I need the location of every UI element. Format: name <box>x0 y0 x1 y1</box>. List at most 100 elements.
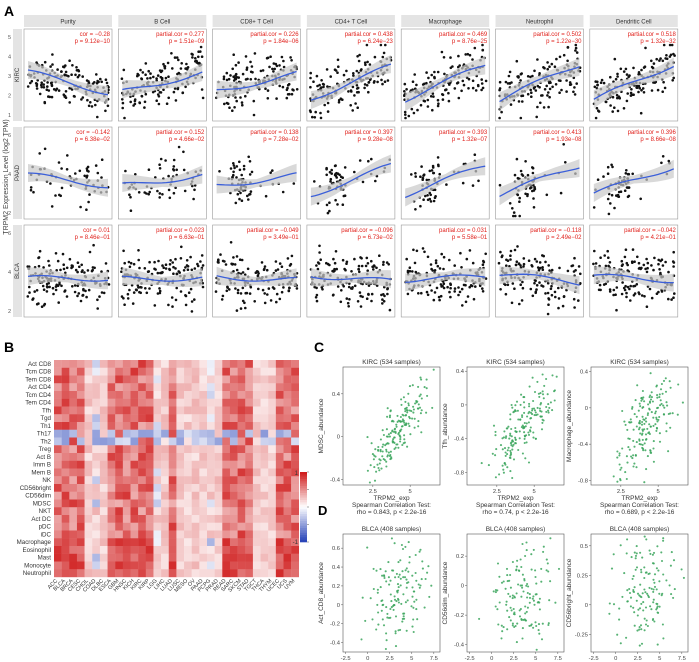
scatter-point <box>319 111 322 115</box>
scatter-point <box>526 193 529 196</box>
scatter-point <box>520 565 523 569</box>
heatmap-cell <box>84 460 93 469</box>
scatter-point <box>568 83 572 86</box>
scatter-point <box>386 455 389 458</box>
scatter-point <box>631 261 634 265</box>
scatter-point <box>510 444 513 447</box>
scatter-point <box>505 603 508 606</box>
scatter-point <box>426 105 430 108</box>
heatmap-cell <box>161 398 169 407</box>
scatter-point <box>371 618 374 621</box>
scatter-point <box>610 193 614 197</box>
scatter-point <box>328 170 332 174</box>
scatter-point <box>667 159 671 163</box>
heatmap-row-label: Monocyte <box>24 562 51 569</box>
scatter-point <box>534 621 537 624</box>
heatmap-cell <box>229 553 238 562</box>
correlation-label: partial.cor = 0.138 <box>250 130 299 136</box>
scatter-point <box>641 592 644 595</box>
scatter-point <box>502 580 505 583</box>
heatmap-cell <box>61 367 70 376</box>
scatter-point <box>523 406 526 409</box>
scatter-point <box>106 104 110 108</box>
scatter-point <box>120 295 124 298</box>
heatmap-cell <box>237 499 246 508</box>
heatmap-cell <box>61 445 70 454</box>
scatter-point <box>534 569 537 572</box>
heatmap-cell <box>115 445 124 454</box>
heatmap-cell <box>207 569 215 578</box>
scatter-point <box>350 90 353 93</box>
heatmap-cell <box>153 491 162 500</box>
scatter-point <box>642 609 645 612</box>
heatmap-row-label: iDC <box>41 531 52 538</box>
scatter-point <box>499 288 502 291</box>
scatter-point <box>405 578 408 581</box>
heatmap-cell <box>260 445 269 454</box>
scatter-point <box>455 82 459 85</box>
heatmap-cell <box>153 484 162 492</box>
scatter-point <box>415 579 418 582</box>
heatmap-cell <box>84 553 93 562</box>
scatter-point <box>505 435 508 438</box>
heatmap-cell <box>92 530 101 539</box>
heatmap-cell <box>115 499 124 508</box>
scatter-point <box>75 66 78 69</box>
heatmap-cell <box>275 476 284 485</box>
column-header: CD4+ T Cell <box>335 20 368 26</box>
scatter-point <box>403 423 406 426</box>
scatter-point <box>632 284 635 288</box>
scatter-point <box>238 197 241 201</box>
heatmap-cell <box>107 515 116 523</box>
heatmap-cell <box>237 460 246 469</box>
scatter-point <box>157 259 160 263</box>
scatter-point <box>389 458 392 461</box>
scatter-point <box>572 297 576 301</box>
scatter-point <box>656 88 660 92</box>
scatter-point <box>540 428 544 431</box>
scatter-point <box>172 158 176 162</box>
heatmap-cell <box>54 445 62 454</box>
heatmap-cell <box>122 515 131 523</box>
heatmap-cell <box>291 360 299 368</box>
heatmap-cell <box>153 367 162 376</box>
scatter-point <box>561 304 565 308</box>
scatter-point <box>401 420 404 423</box>
scatter-point <box>380 293 383 297</box>
scatter-point <box>540 638 544 641</box>
x-tick-label: 0 <box>614 656 617 662</box>
scatter-point <box>638 402 641 405</box>
heatmap-cell <box>153 522 162 531</box>
scatter-point <box>255 270 259 273</box>
heatmap-cell <box>176 507 185 516</box>
scatter-point <box>626 285 630 289</box>
scatter-point <box>647 403 650 406</box>
scatter-point <box>494 605 497 608</box>
heatmap-cell <box>229 383 238 392</box>
scatter-point <box>659 57 662 60</box>
heatmap-cell <box>99 429 108 438</box>
scatter-point <box>234 72 238 76</box>
scatter-point <box>32 297 35 300</box>
scatter-point <box>511 597 514 600</box>
heatmap-cell <box>191 398 200 407</box>
scatter-point <box>640 294 644 297</box>
scatter-point <box>646 624 649 628</box>
correlation-label: cor = −0.28 <box>80 32 111 38</box>
scatter-point <box>652 424 655 427</box>
scatter-point <box>128 265 132 269</box>
scatter-point <box>642 91 646 94</box>
scatter-point <box>100 291 104 294</box>
heatmap-cell <box>275 414 284 423</box>
scatter-point <box>507 592 510 595</box>
heatmap-cell <box>222 445 231 454</box>
heatmap-cell <box>252 507 261 516</box>
scatter-point <box>409 433 412 436</box>
scatter-point <box>244 306 247 310</box>
scatter-point <box>176 87 180 91</box>
scatter-point <box>180 245 183 249</box>
scatter-point <box>405 567 408 570</box>
heatmap-cell <box>184 460 192 469</box>
scatter-point <box>533 278 537 282</box>
scatter-point <box>360 264 364 268</box>
